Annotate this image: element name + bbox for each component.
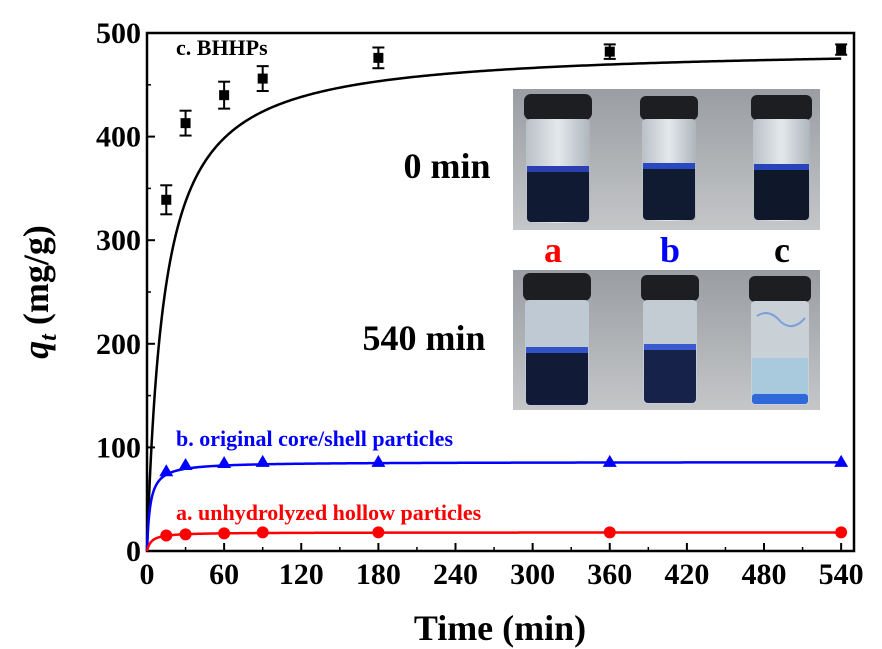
vial-a-540min — [523, 273, 591, 406]
data-point-circle — [256, 526, 269, 539]
data-point-triangle — [217, 455, 232, 468]
inset-label-0min: 0 min — [403, 146, 490, 186]
series-label-bhhps: c. BHHPs — [176, 35, 268, 60]
data-point-triangle — [178, 458, 193, 471]
data-point-triangle — [834, 454, 849, 467]
vial-label-b: b — [660, 230, 680, 270]
y-tick-label: 0 — [126, 535, 141, 568]
data-point-triangle — [255, 454, 270, 467]
x-axis-title: Time (min) — [414, 608, 586, 648]
data-point-triangle — [371, 454, 386, 467]
y-axis-title-subscript: t — [36, 333, 62, 341]
y-axis-title: qt (mg/g) — [16, 225, 62, 359]
y-tick-label: 300 — [96, 224, 141, 257]
vial-label-c: c — [774, 230, 790, 270]
x-tick-label: 180 — [356, 558, 401, 591]
y-tick-label: 100 — [96, 431, 141, 464]
x-tick-label: 300 — [510, 558, 555, 591]
vial-a-0min — [524, 94, 592, 223]
data-point-square — [604, 46, 615, 57]
y-tick-label: 400 — [96, 121, 141, 154]
vial-c-540min — [749, 276, 811, 405]
data-point-circle — [372, 526, 385, 539]
series-label-unhydrolyzed: a. unhydrolyzed hollow particles — [176, 500, 482, 525]
data-point-circle — [179, 528, 192, 541]
x-tick-label: 240 — [433, 558, 478, 591]
data-markers — [159, 44, 849, 542]
data-point-square — [180, 118, 191, 129]
data-point-circle — [835, 526, 848, 539]
data-point-circle — [160, 529, 173, 542]
vial-b-0min — [640, 96, 698, 221]
data-point-square — [373, 52, 384, 63]
series-label-core-shell: b. original core/shell particles — [176, 426, 453, 451]
x-tick-label: 420 — [664, 558, 709, 591]
inset-label-540min: 540 min — [362, 318, 485, 358]
vial-b-540min — [641, 275, 699, 404]
y-axis-title-q: q — [16, 341, 56, 359]
photo-panel-540min — [513, 270, 820, 410]
x-tick-label: 480 — [742, 558, 787, 591]
data-point-square — [219, 90, 230, 101]
vial-label-a: a — [544, 230, 562, 270]
data-point-circle — [218, 527, 231, 540]
data-point-square — [161, 194, 172, 205]
data-point-circle — [603, 526, 616, 539]
y-axis-title-unit: (mg/g) — [16, 225, 56, 334]
vial-c-0min — [751, 95, 812, 221]
x-tick-label: 0 — [140, 558, 155, 591]
data-point-triangle — [602, 454, 617, 467]
vial-photo-inset: 0 min 540 min a b c — [362, 89, 820, 410]
data-point-triangle — [159, 464, 174, 477]
photo-panel-0min — [513, 89, 820, 230]
y-axis-tick-labels: 0 100 200 300 400 500 — [96, 17, 141, 568]
x-tick-label: 540 — [819, 558, 864, 591]
x-tick-label: 120 — [279, 558, 324, 591]
fit-curve — [145, 57, 842, 551]
data-point-square — [836, 44, 847, 55]
x-axis-tick-labels: 0 60 120 180 240 300 360 420 480 540 — [140, 558, 864, 591]
x-tick-label: 360 — [587, 558, 632, 591]
data-point-square — [257, 73, 268, 84]
y-tick-label: 500 — [96, 17, 141, 50]
x-tick-label: 60 — [209, 558, 239, 591]
y-tick-label: 200 — [96, 328, 141, 361]
